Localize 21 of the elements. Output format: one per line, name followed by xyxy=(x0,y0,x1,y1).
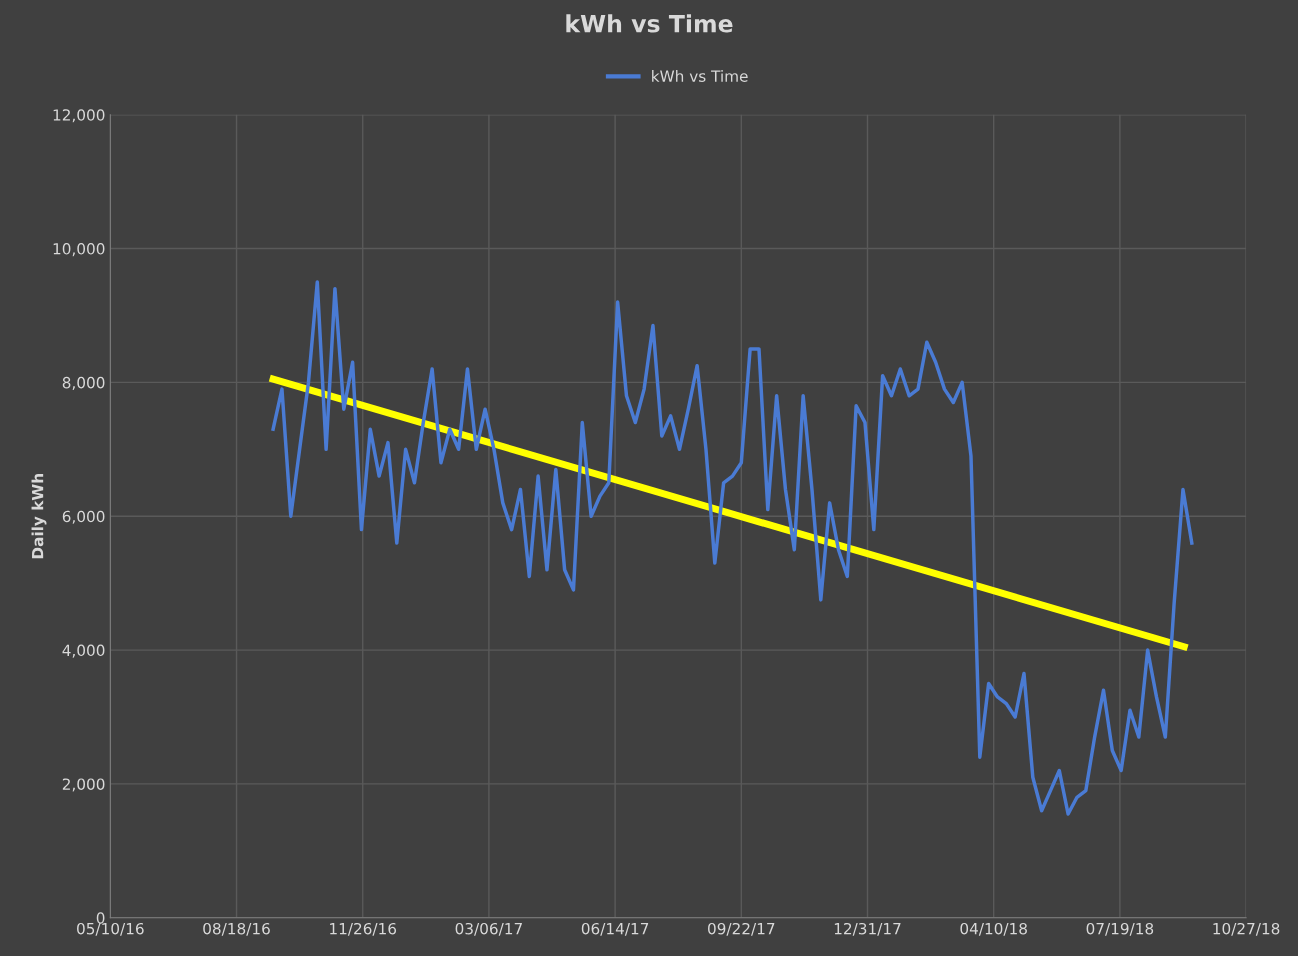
y-tick-label: 8,000 xyxy=(62,376,105,390)
y-tick-label: 6,000 xyxy=(62,510,105,524)
line-series xyxy=(271,280,1194,816)
y-axis-title: Daily kWh xyxy=(31,474,47,559)
x-tick-label: 11/26/16 xyxy=(330,922,397,936)
x-tick-label: 05/10/16 xyxy=(77,922,144,936)
legend-label: kWh vs Time xyxy=(652,70,748,82)
x-tick-label: 06/14/17 xyxy=(581,922,649,936)
y-tick-label: 4,000 xyxy=(62,644,105,658)
x-tick-label: 08/18/16 xyxy=(203,922,270,936)
x-tick-label: 04/10/18 xyxy=(960,922,1027,936)
y-tick-label: 2,000 xyxy=(62,778,105,792)
x-tick-label: 10/27/18 xyxy=(1213,922,1280,936)
y-tick-label: 0 xyxy=(96,912,105,924)
y-tick-label: 10,000 xyxy=(53,243,105,257)
x-tick-label: 12/31/17 xyxy=(834,922,901,936)
x-tick-label: 07/19/18 xyxy=(1086,922,1154,936)
x-tick-label: 09/22/17 xyxy=(708,922,775,936)
y-tick-label: 12,000 xyxy=(53,109,105,123)
x-tick-label: 03/06/17 xyxy=(455,922,522,936)
chart-title: kWh vs Time xyxy=(566,14,733,33)
